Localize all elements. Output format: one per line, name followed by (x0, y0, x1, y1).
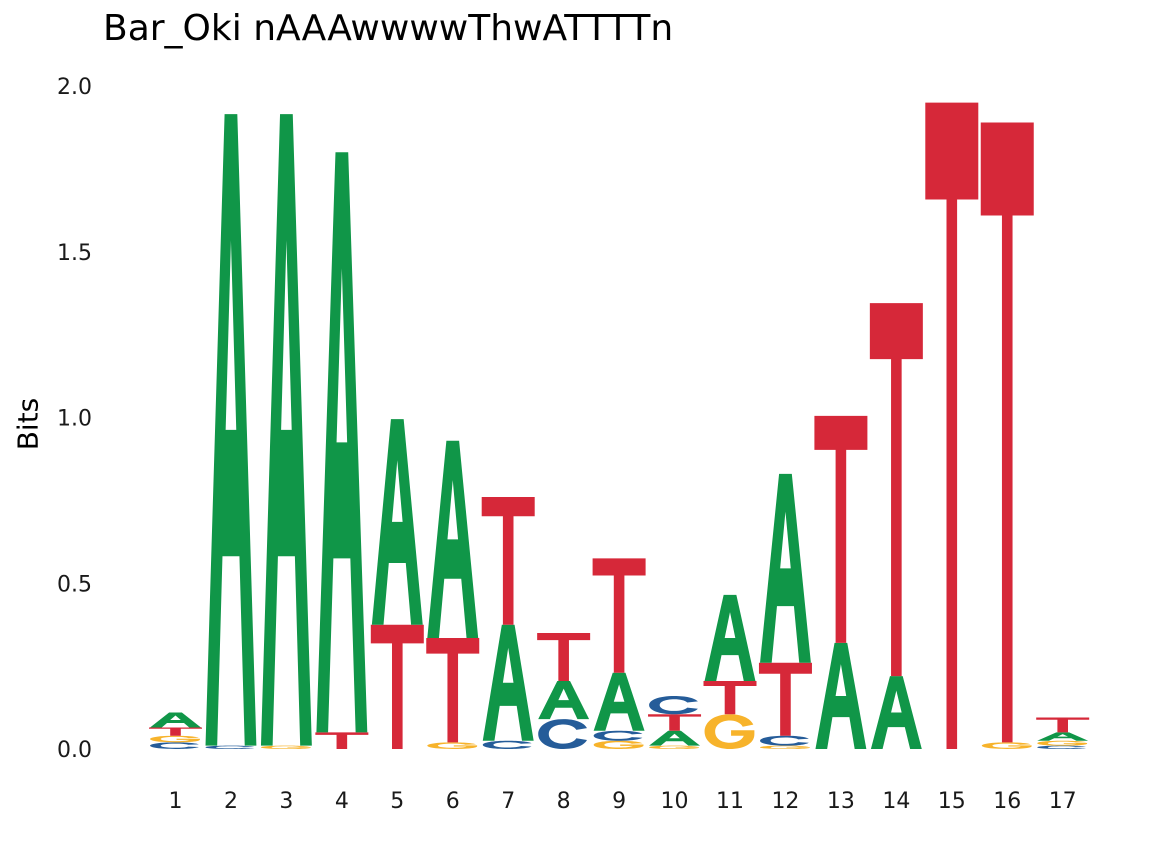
y-tick-label: 1.0 (57, 407, 92, 432)
x-axis-ticks: 1 2 3 4 5 6 7 8 9 10 11 12 13 14 15 16 17 (169, 789, 1077, 814)
y-tick-label: 2.0 (57, 75, 92, 100)
x-tick-label: 12 (771, 789, 799, 814)
letter-T (315, 732, 369, 749)
letter-A (538, 681, 590, 720)
letter-A (593, 672, 645, 731)
logo-column (481, 497, 535, 749)
x-tick-label: 13 (827, 789, 855, 814)
letter-A (1037, 732, 1089, 741)
logo-column (814, 415, 868, 749)
logo-column (703, 594, 757, 749)
x-tick-label: 16 (993, 789, 1021, 814)
letter-T (149, 727, 202, 736)
y-tick-label: 0.0 (57, 738, 92, 763)
letter-A (371, 419, 423, 625)
letter-C (649, 695, 698, 715)
logo-column (149, 712, 202, 749)
logo-column (315, 152, 369, 749)
letter-G (1037, 740, 1088, 746)
x-tick-label: 1 (169, 789, 183, 814)
logo-column (205, 114, 257, 749)
x-tick-label: 7 (501, 789, 515, 814)
x-tick-label: 2 (224, 789, 238, 814)
logo-column (592, 558, 646, 749)
letter-T (537, 632, 591, 682)
letter-A (316, 152, 368, 733)
letter-T (1036, 717, 1090, 733)
letter-C (150, 742, 199, 749)
logo-column (260, 114, 312, 749)
y-tick-label: 1.5 (57, 241, 92, 266)
x-tick-label: 11 (716, 789, 744, 814)
letter-A (704, 594, 756, 682)
letter-G (760, 745, 810, 749)
letter-T (426, 637, 480, 743)
letter-A (815, 642, 867, 749)
letter-A (482, 624, 534, 741)
logo-column (426, 440, 480, 749)
logo-column (370, 419, 424, 749)
letter-C (538, 719, 587, 749)
letter-A (205, 114, 257, 746)
x-tick-label: 15 (938, 789, 966, 814)
chart-title: Bar_Oki nAAAwwwwThwATTTTn (103, 8, 674, 49)
x-tick-label: 3 (279, 789, 293, 814)
letter-A (870, 676, 922, 749)
letter-G (427, 742, 478, 749)
letter-G (260, 745, 311, 749)
letter-T (925, 102, 979, 749)
letter-C (205, 745, 255, 749)
letter-G (150, 735, 200, 743)
logo-column (980, 122, 1034, 749)
logo-column (1036, 717, 1090, 749)
letter-stacks (149, 102, 1090, 749)
x-tick-label: 14 (882, 789, 910, 814)
letter-C (760, 735, 809, 746)
letter-A (649, 730, 700, 746)
letter-T (980, 122, 1034, 743)
letter-G (649, 745, 699, 749)
letter-T (648, 714, 702, 731)
letter-T (592, 558, 646, 673)
y-tick-label: 0.5 (57, 572, 92, 597)
letter-A (427, 440, 479, 638)
letter-T (758, 662, 812, 736)
logo-column (758, 473, 812, 749)
letter-T (703, 681, 757, 715)
letter-T (370, 624, 424, 749)
letter-C (1037, 745, 1087, 749)
logo-column (648, 695, 702, 749)
x-tick-label: 9 (612, 789, 626, 814)
x-tick-label: 6 (446, 789, 460, 814)
letter-T (481, 497, 535, 625)
x-tick-label: 17 (1049, 789, 1077, 814)
x-tick-label: 4 (335, 789, 349, 814)
logo-column (537, 632, 591, 749)
x-tick-label: 5 (390, 789, 404, 814)
letter-G (981, 742, 1032, 749)
letter-C (593, 730, 643, 741)
logo-column (869, 303, 923, 749)
letter-T (814, 415, 868, 643)
letter-G (593, 740, 644, 749)
letter-A (150, 712, 201, 728)
letter-A (260, 114, 312, 746)
letter-G (704, 714, 755, 749)
letter-T (869, 303, 923, 677)
letter-A (760, 473, 811, 663)
y-axis-ticks: 0.0 0.5 1.0 1.5 2.0 (57, 75, 92, 763)
letter-C (482, 740, 532, 749)
logo-column (925, 102, 979, 749)
x-tick-label: 8 (557, 789, 571, 814)
x-tick-label: 10 (661, 789, 689, 814)
